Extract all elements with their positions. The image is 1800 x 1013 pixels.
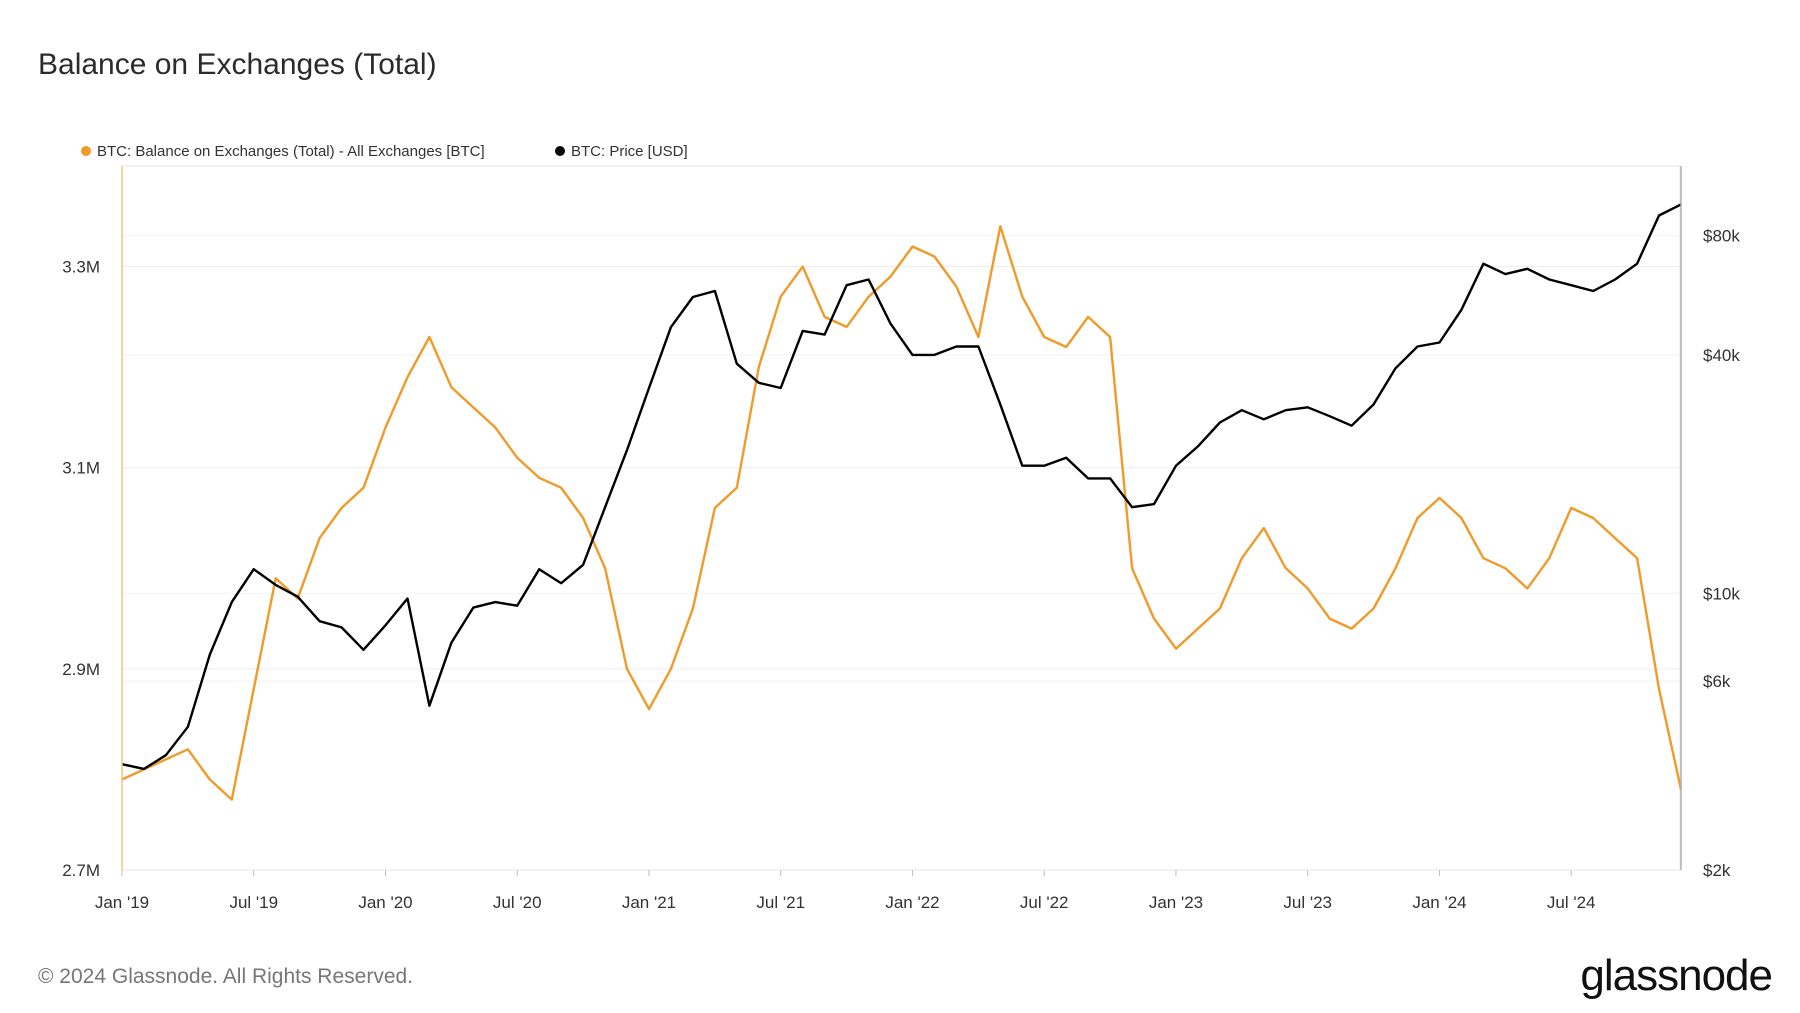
x-tick-label: Jul '24 (1547, 893, 1596, 912)
balance-series-line (121, 225, 1683, 801)
left-tick-label: 3.1M (62, 459, 100, 478)
price-series-line (121, 203, 1682, 771)
x-axis: Jan '19 Jul '19 Jan '20 Jul '20 Jan '21 Jul '… (95, 870, 1596, 912)
legend-label-price[interactable]: BTC: Price [USD] (571, 143, 688, 160)
right-tick-label: $2k (1703, 861, 1731, 880)
x-tick-label: Jul '19 (229, 893, 278, 912)
right-tick-label: $40k (1703, 346, 1740, 365)
legend-marker-balance (81, 146, 91, 156)
right-tick-label: $10k (1703, 584, 1740, 603)
chart-title: Balance on Exchanges (Total) (38, 48, 437, 81)
legend: BTC: Balance on Exchanges (Total) - All … (81, 143, 688, 160)
x-tick-label: Jan '24 (1412, 893, 1466, 912)
left-tick-label: 2.7M (62, 861, 100, 880)
right-tick-label: $6k (1703, 672, 1731, 691)
right-axis: $2k $6k $10k $40k $80k (1703, 227, 1740, 880)
left-axis: 2.7M 2.9M 3.1M 3.3M (62, 258, 100, 880)
glassnode-logo: glassnode (1580, 951, 1772, 1000)
x-tick-label: Jan '21 (622, 893, 676, 912)
x-tick-label: Jan '19 (95, 893, 149, 912)
legend-label-balance[interactable]: BTC: Balance on Exchanges (Total) - All … (97, 143, 485, 160)
x-tick-label: Jul '23 (1283, 893, 1332, 912)
x-tick-label: Jan '22 (885, 893, 939, 912)
x-tick-label: Jan '20 (358, 893, 412, 912)
right-tick-label: $80k (1703, 227, 1740, 246)
left-tick-label: 3.3M (62, 258, 100, 277)
left-tick-label: 2.9M (62, 660, 100, 679)
x-tick-label: Jul '20 (493, 893, 542, 912)
plot-area (121, 165, 1681, 871)
legend-marker-price (555, 146, 565, 156)
x-tick-label: Jan '23 (1149, 893, 1203, 912)
x-tick-label: Jul '21 (756, 893, 805, 912)
x-tick-label: Jul '22 (1020, 893, 1069, 912)
copyright-text: © 2024 Glassnode. All Rights Reserved. (38, 965, 413, 988)
